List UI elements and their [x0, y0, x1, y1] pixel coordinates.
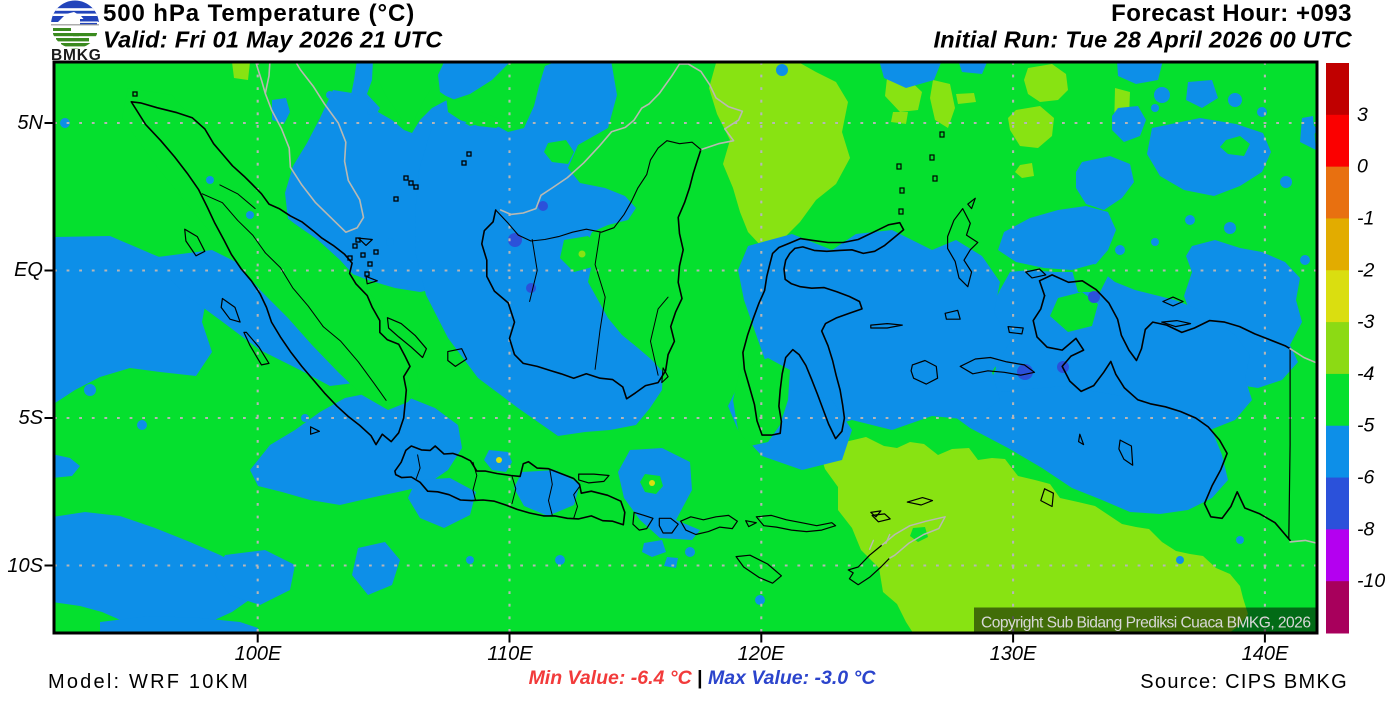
svg-text:Source: CIPS BMKG: Source: CIPS BMKG	[1140, 671, 1348, 693]
svg-text:-2: -2	[1357, 259, 1374, 281]
svg-text:100E: 100E	[235, 643, 282, 665]
svg-text:Model: WRF 10KM: Model: WRF 10KM	[48, 671, 250, 693]
svg-text:5N: 5N	[17, 112, 43, 134]
svg-text:BMKG: BMKG	[51, 47, 102, 64]
svg-text:-5: -5	[1357, 415, 1374, 437]
svg-text:EQ: EQ	[14, 259, 43, 281]
svg-text:-3: -3	[1357, 311, 1374, 333]
svg-text:140E: 140E	[1242, 643, 1289, 665]
svg-text:120E: 120E	[738, 643, 785, 665]
svg-text:-6: -6	[1357, 467, 1374, 489]
svg-text:Copyright Sub Bidang Prediksi: Copyright Sub Bidang Prediksi Cuaca BMKG…	[981, 615, 1311, 632]
svg-text:-4: -4	[1357, 363, 1374, 385]
svg-text:5S: 5S	[19, 407, 44, 429]
svg-text:Initial Run: Tue 28 April 2026: Initial Run: Tue 28 April 2026 00 UTC	[933, 27, 1352, 53]
svg-text:Valid: Fri 01 May 2026 21 UTC: Valid: Fri 01 May 2026 21 UTC	[103, 27, 443, 53]
svg-text:500 hPa Temperature (°C): 500 hPa Temperature (°C)	[103, 0, 415, 27]
svg-text:130E: 130E	[990, 643, 1037, 665]
svg-text:0: 0	[1357, 156, 1368, 178]
svg-text:-8: -8	[1357, 518, 1374, 540]
svg-text:110E: 110E	[487, 643, 533, 665]
svg-text:Forecast Hour: +093: Forecast Hour: +093	[1111, 0, 1352, 27]
svg-text:Min Value: -6.4 °C | Max Value: Min Value: -6.4 °C | Max Value: -3.0 °C	[529, 667, 877, 689]
svg-text:10S: 10S	[7, 555, 43, 577]
svg-text:-10: -10	[1357, 570, 1385, 592]
svg-text:-1: -1	[1357, 208, 1374, 230]
svg-text:3: 3	[1357, 104, 1368, 126]
